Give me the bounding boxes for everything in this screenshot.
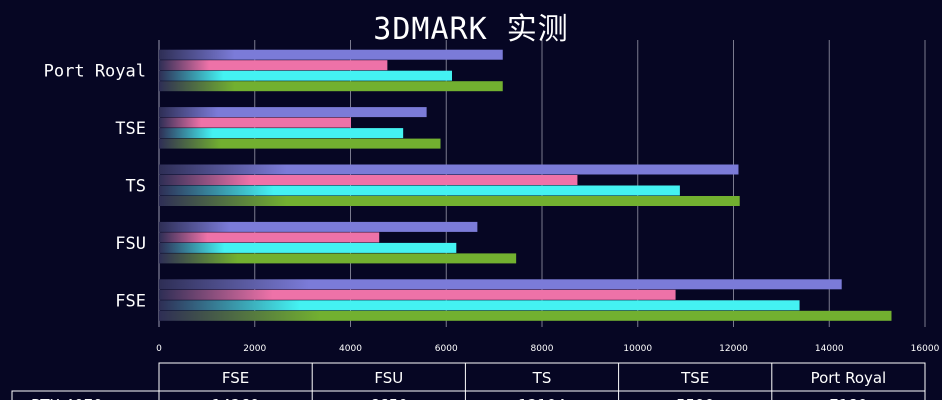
data-table: FSE FSU TS TSE Port Royal RTX 4070 14260 6650 12… bbox=[11, 362, 926, 400]
bar-layer bbox=[159, 49, 892, 321]
table-header-fse: FSE bbox=[222, 369, 249, 387]
table-header-ts: TS bbox=[532, 369, 552, 387]
bar-fse-series-2 bbox=[159, 289, 676, 300]
bar-ts-series-1 bbox=[159, 164, 739, 175]
x-tick-10000: 10000 bbox=[623, 344, 652, 354]
bar-port-royal-series-1 bbox=[159, 49, 503, 60]
bar-group-fse bbox=[159, 279, 892, 321]
bar-port-royal-series-3 bbox=[159, 70, 452, 81]
bar-fse-series-3 bbox=[159, 300, 800, 311]
x-tick-16000: 16000 bbox=[911, 344, 940, 354]
bar-fsu-series-2 bbox=[159, 232, 380, 243]
bar-fsu-series-1 bbox=[159, 221, 478, 232]
category-label-fsu: FSU bbox=[115, 234, 146, 254]
table-row-label-rtx-4070: RTX 4070 bbox=[31, 396, 103, 400]
bar-fse-series-1 bbox=[159, 279, 842, 290]
x-tick-14000: 14000 bbox=[815, 344, 844, 354]
category-label-tse: TSE bbox=[115, 119, 146, 139]
table-header-fsu: FSU bbox=[374, 369, 403, 387]
bar-tse-series-2 bbox=[159, 117, 351, 128]
category-label-port-royal: Port Royal bbox=[44, 62, 146, 82]
category-label-fse: FSE bbox=[115, 291, 146, 311]
bar-tse-series-3 bbox=[159, 128, 404, 139]
table-cell-rtx-4070-port-royal: 7180 bbox=[829, 396, 867, 400]
bar-group-fsu bbox=[159, 221, 517, 264]
bar-ts-series-4 bbox=[159, 196, 740, 206]
x-tick-4000: 4000 bbox=[339, 344, 362, 354]
category-label-ts: TS bbox=[126, 177, 146, 197]
x-tick-2000: 2000 bbox=[243, 344, 266, 354]
table-cell-rtx-4070-tse: 5590 bbox=[676, 396, 714, 400]
bar-fse-series-4 bbox=[159, 310, 892, 321]
bar-port-royal-series-4 bbox=[159, 81, 503, 92]
bar-fsu-series-4 bbox=[159, 253, 517, 264]
table-cell-rtx-4070-ts: 12104 bbox=[518, 396, 566, 400]
table-header-port-royal: Port Royal bbox=[811, 369, 887, 387]
bar-tse-series-1 bbox=[159, 107, 427, 118]
bar-ts-series-2 bbox=[159, 175, 578, 185]
x-tick-labels: 0 2000 4000 6000 8000 10000 12000 14000 16000 bbox=[156, 344, 939, 354]
table-cell-rtx-4070-fsu: 6650 bbox=[370, 396, 408, 400]
x-tick-12000: 12000 bbox=[719, 344, 748, 354]
table-header-tse: TSE bbox=[680, 369, 709, 387]
bar-group-port-royal bbox=[159, 49, 503, 92]
bar-group-ts bbox=[159, 164, 740, 206]
bar-fsu-series-3 bbox=[159, 242, 457, 253]
bar-port-royal-series-2 bbox=[159, 60, 388, 71]
x-tick-6000: 6000 bbox=[435, 344, 458, 354]
table-cell-rtx-4070-fse: 14260 bbox=[212, 396, 260, 400]
category-labels: Port Royal TSE TS FSU FSE bbox=[44, 62, 146, 312]
bar-tse-series-4 bbox=[159, 138, 441, 149]
x-tick-8000: 8000 bbox=[531, 344, 554, 354]
chart-title: 3DMARK 实测 bbox=[373, 12, 569, 47]
bar-group-tse bbox=[159, 107, 441, 149]
bar-ts-series-3 bbox=[159, 185, 680, 196]
table-border bbox=[11, 362, 926, 400]
x-tick-0: 0 bbox=[156, 344, 162, 354]
